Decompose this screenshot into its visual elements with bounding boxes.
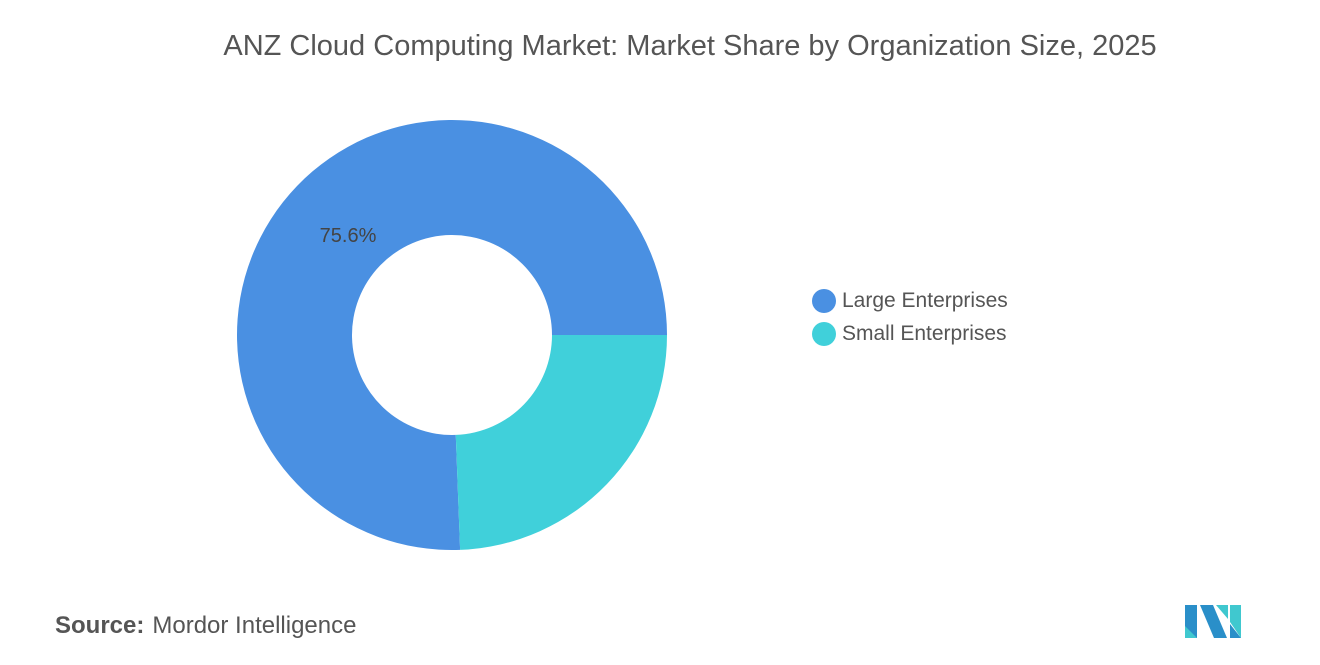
legend-label: Small Enterprises <box>842 321 1007 345</box>
data-label: 75.6% <box>320 225 377 247</box>
legend-label: Large Enterprises <box>842 288 1008 312</box>
legend-swatch <box>812 321 836 346</box>
legend: Large Enterprises Small Enterprises <box>812 284 1008 350</box>
legend-item-large-enterprises[interactable]: Large Enterprises <box>812 284 1008 317</box>
legend-swatch <box>812 288 836 313</box>
slice-small-enterprises[interactable] <box>455 335 667 550</box>
source-label: Source: <box>55 612 145 639</box>
mordor-logo <box>1185 605 1241 638</box>
chart-title: ANZ Cloud Computing Market: Market Share… <box>223 30 1157 62</box>
source-note: Source: Mordor Intelligence <box>55 612 356 640</box>
slice-large-enterprises[interactable] <box>237 120 668 551</box>
source-value: Mordor Intelligence <box>152 612 357 639</box>
legend-item-small-enterprises[interactable]: Small Enterprises <box>812 317 1008 350</box>
